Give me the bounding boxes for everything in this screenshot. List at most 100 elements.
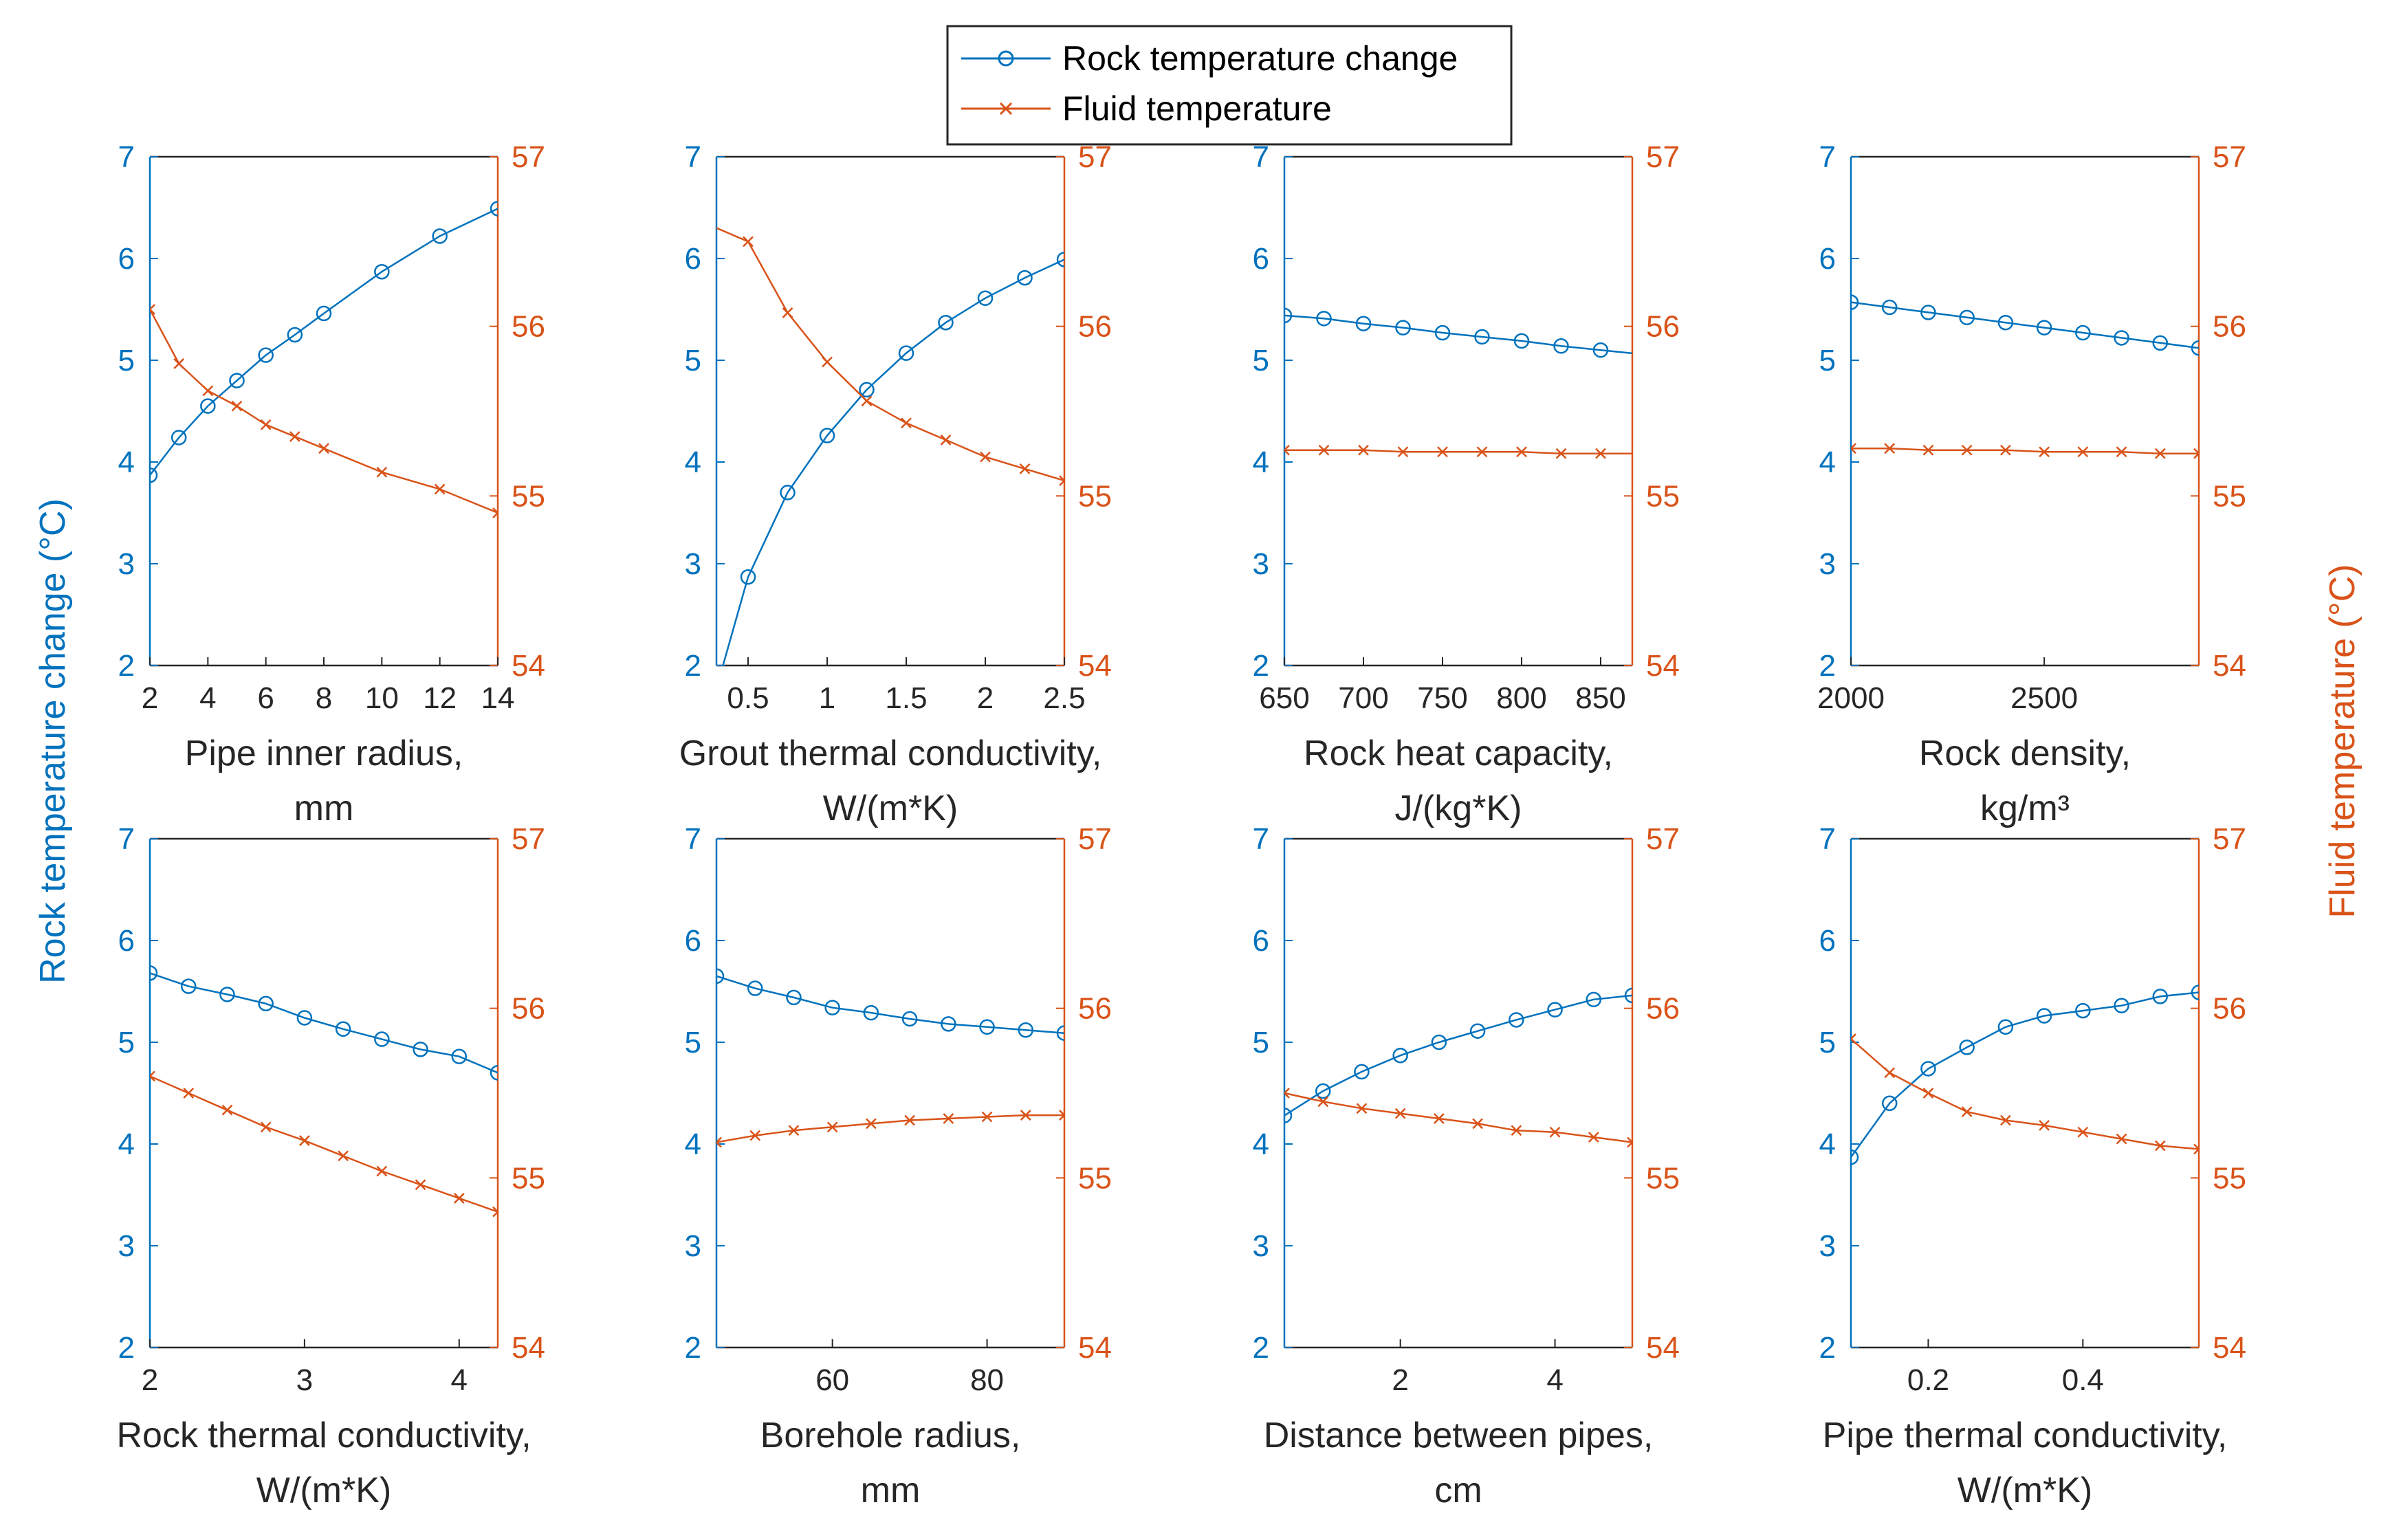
rock-temperature-line <box>716 975 1064 1034</box>
fluid-temperature-point <box>1358 444 1369 456</box>
plot-area <box>1851 294 2199 459</box>
y-left-tick-label: 2 <box>1253 649 1269 683</box>
legend: Rock temperature change Fluid temperatur… <box>946 25 1513 146</box>
x-axis-label: Rock density, <box>1919 734 2131 773</box>
y-left-tick-label: 2 <box>118 649 135 683</box>
y-left-tick-label: 4 <box>1253 446 1269 479</box>
y-left-tick-label: 2 <box>118 1331 135 1365</box>
y-right-tick-label: 55 <box>1078 479 1112 513</box>
fluid-temperature-point <box>2039 1119 2050 1131</box>
y-left-tick-label: 5 <box>1253 1026 1269 1059</box>
fluid-temperature-point <box>150 1070 155 1082</box>
fluid-temperature-point <box>1555 448 1567 459</box>
x-tick-label: 1 <box>819 681 835 715</box>
fluid-temperature-point <box>1636 449 1645 459</box>
rock-temperature-point <box>2191 340 2199 356</box>
y-left-tick-label: 5 <box>1819 344 1836 377</box>
x-axis-label: W/(m*K) <box>256 1471 391 1510</box>
rock-temperature-point <box>1284 1108 1293 1123</box>
y-right-tick-label: 54 <box>512 1331 545 1365</box>
fluid-temperature-point <box>822 356 833 368</box>
fluid-temperature-point <box>1020 1110 1031 1121</box>
y-axis-left-label: Rock temperature change (°C) <box>33 498 73 984</box>
x-tick-label: 1.5 <box>885 681 927 715</box>
fluid-temperature-point <box>434 483 446 495</box>
x-axis-label: Pipe inner radius, <box>185 734 463 773</box>
y-left-tick-label: 5 <box>685 1026 701 1059</box>
rock-temperature-line <box>1284 994 1632 1116</box>
rock-temperature-point <box>1592 342 1609 358</box>
plot-area <box>150 965 498 1218</box>
x-tick-label: 2 <box>142 1363 158 1397</box>
fluid-temperature-point <box>2077 446 2089 458</box>
y-left-tick-label: 6 <box>1819 242 1836 276</box>
fluid-temperature-line <box>716 1114 1064 1143</box>
rock-temperature-point <box>1316 311 1332 327</box>
y-left-tick-label: 7 <box>1819 822 1836 856</box>
y-left-tick-label: 3 <box>1819 547 1836 581</box>
y-right-tick-label: 55 <box>2213 479 2246 513</box>
fluid-temperature-point <box>231 400 243 412</box>
plot-area <box>702 227 1064 723</box>
y-left-tick-label: 7 <box>118 140 135 174</box>
y-right-tick-label: 54 <box>1646 649 1680 683</box>
fluid-temperature-point <box>782 307 793 318</box>
rock-temperature-point <box>941 1016 956 1032</box>
y-left-tick-label: 2 <box>685 1331 701 1365</box>
y-left-tick-label: 2 <box>685 649 701 683</box>
rock-temperature-point <box>413 1042 428 1057</box>
y-right-tick-label: 57 <box>512 822 545 856</box>
y-left-tick-label: 7 <box>1253 140 1269 174</box>
y-left-tick-label: 4 <box>685 1128 701 1161</box>
x-axis-label: Distance between pipes, <box>1264 1416 1654 1455</box>
rock-temperature-point <box>702 710 716 723</box>
fluid-temperature-point <box>1434 1113 1445 1124</box>
y-left-tick-label: 5 <box>118 1026 135 1059</box>
rock-temperature-point <box>2114 330 2129 346</box>
fluid-temperature-point <box>453 1193 465 1204</box>
y-left-tick-label: 4 <box>685 446 701 479</box>
plot-area <box>1284 987 1632 1148</box>
rock-temperature-point <box>1354 1064 1370 1080</box>
y-left-tick-label: 4 <box>1819 446 1836 479</box>
x-tick-label: 0.4 <box>2062 1363 2104 1397</box>
y-left-tick-label: 3 <box>685 547 701 581</box>
fluid-temperature-line <box>716 227 1064 482</box>
y-right-tick-label: 54 <box>1078 649 1112 683</box>
fluid-temperature-point <box>1922 444 1934 456</box>
x-tick-label: 3 <box>296 1363 313 1397</box>
x-axis-label: J/(kg*K) <box>1395 789 1522 828</box>
y-left-tick-label: 7 <box>685 822 701 856</box>
x-tick-label: 60 <box>815 1363 849 1397</box>
fluid-temperature-point <box>2039 446 2050 458</box>
x-tick-label: 6 <box>257 681 274 715</box>
y-left-tick-label: 7 <box>1253 822 1269 856</box>
fluid-temperature-point <box>749 1130 761 1141</box>
fluid-temperature-point <box>716 1136 722 1148</box>
y-left-tick-label: 3 <box>118 547 135 581</box>
y-right-tick-label: 56 <box>1646 310 1680 344</box>
x-tick-label: 0.5 <box>727 681 769 715</box>
fluid-temperature-point <box>1511 1125 1522 1136</box>
fluid-temperature-point <box>826 1121 838 1133</box>
x-tick-label: 4 <box>451 1363 468 1397</box>
fluid-temperature-point <box>940 434 952 446</box>
fluid-temperature-point <box>338 1150 349 1162</box>
x-tick-label: 0.2 <box>1907 1363 1949 1397</box>
rock-temperature-point <box>2152 989 2169 1004</box>
rock-temperature-point <box>316 305 332 322</box>
rock-temperature-point <box>859 382 875 398</box>
rock-temperature-point <box>938 314 954 331</box>
y-right-tick-label: 55 <box>1646 1161 1680 1195</box>
rock-temperature-point <box>150 467 158 483</box>
rock-temperature-point <box>2114 998 2129 1013</box>
fluid-temperature-point <box>1476 446 1488 458</box>
fluid-temperature-point <box>1317 1096 1329 1108</box>
plot-area <box>150 201 498 518</box>
fluid-temperature-point <box>2116 1133 2127 1145</box>
fluid-temperature-point <box>183 1088 195 1099</box>
y-right-tick-label: 57 <box>1078 140 1112 174</box>
